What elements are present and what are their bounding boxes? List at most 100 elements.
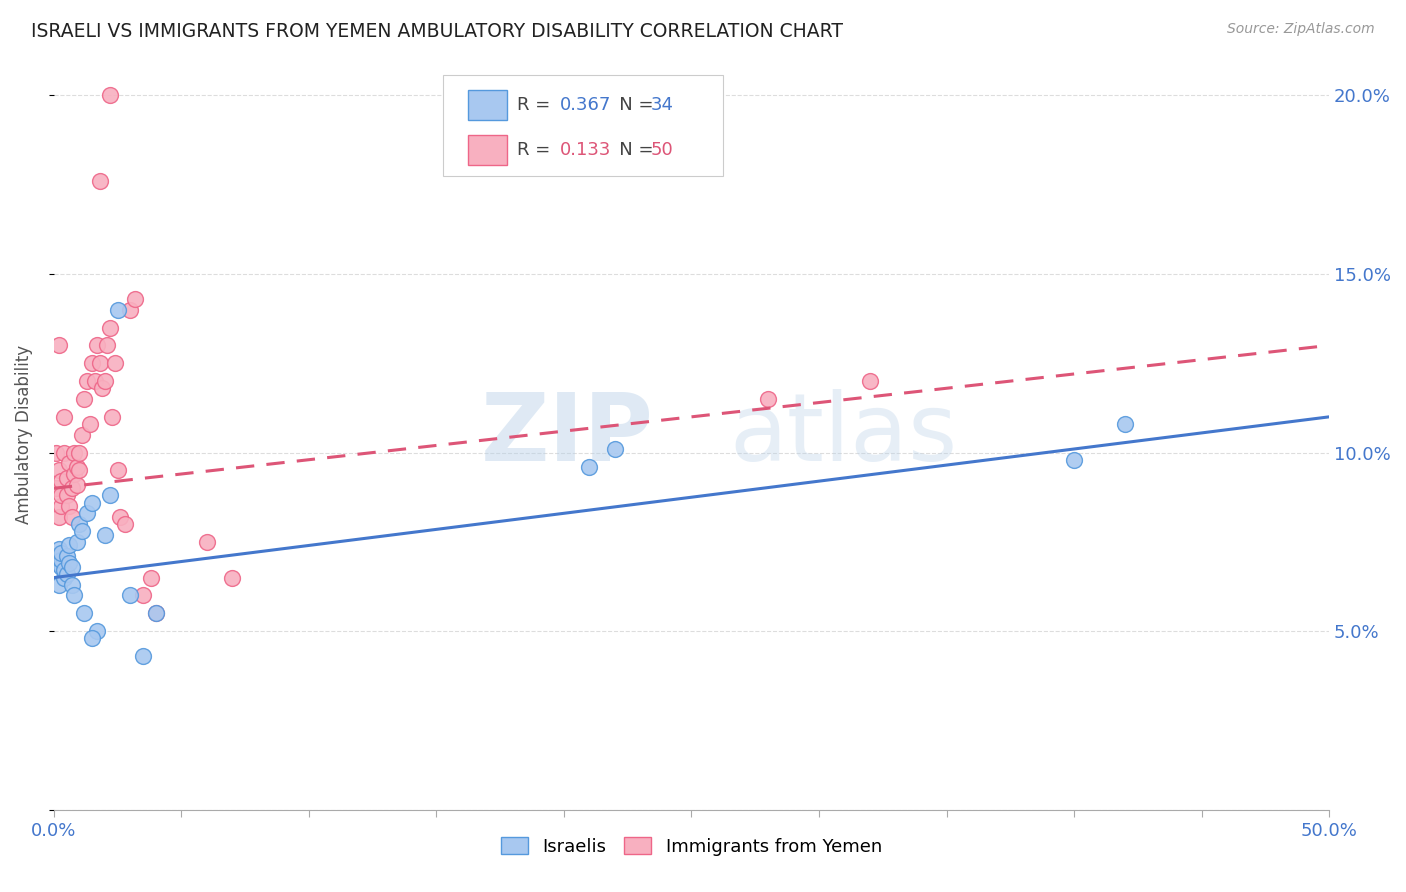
Point [101,409,124,424]
Point [48,463,70,477]
Point [120,589,142,603]
Point [89,174,111,188]
Point [60,578,83,592]
Point [53,409,76,424]
Point [66,477,89,491]
Point [94,374,117,388]
Point [51,545,73,559]
Point [195,534,218,549]
Point [83,374,105,388]
Point [221,571,243,585]
Text: R =: R = [517,95,561,113]
Point [76,374,98,388]
Text: 0.367: 0.367 [560,95,612,113]
Point [45,481,67,495]
Point [51,560,73,574]
Point [58,499,80,513]
Text: N =: N = [602,95,659,113]
Point [145,607,167,621]
Point [63,589,86,603]
Point [86,338,108,352]
Point [55,549,77,564]
Point [1063,452,1085,467]
Point [63,467,86,481]
Point [66,459,89,474]
Point [79,417,101,431]
Point [107,302,129,317]
Text: 0.133: 0.133 [560,141,612,159]
Text: N =: N = [602,141,659,159]
Point [94,527,117,541]
Point [756,392,779,406]
Y-axis label: Ambulatory Disability: Ambulatory Disability [15,345,32,524]
Point [603,442,626,456]
Point [60,481,83,495]
Point [53,571,76,585]
Point [45,445,67,459]
Point [55,470,77,484]
Text: R =: R = [517,141,561,159]
Point [58,456,80,470]
Point [132,649,155,664]
Point [70,524,93,538]
Text: 34: 34 [651,95,673,113]
Point [55,488,77,502]
FancyBboxPatch shape [468,135,506,165]
Point [48,541,70,556]
Point [132,589,155,603]
Point [76,506,98,520]
Point [98,320,121,334]
Legend: Israelis, Immigrants from Yemen: Israelis, Immigrants from Yemen [492,828,891,864]
Point [73,607,96,621]
Point [58,538,80,552]
Point [53,445,76,459]
Point [53,564,76,578]
Point [80,632,103,646]
Point [86,624,108,639]
Point [108,509,131,524]
Point [70,427,93,442]
FancyBboxPatch shape [443,75,723,176]
Text: ZIP: ZIP [481,389,654,481]
Point [58,557,80,571]
Point [578,459,600,474]
Point [51,488,73,502]
Text: Source: ZipAtlas.com: Source: ZipAtlas.com [1227,22,1375,37]
Point [66,534,89,549]
Point [1114,417,1136,431]
Point [139,571,162,585]
Point [48,509,70,524]
Point [48,338,70,352]
Point [51,553,73,567]
Point [104,356,127,370]
Point [120,302,142,317]
Point [124,292,146,306]
Point [67,445,90,459]
Point [80,356,103,370]
FancyBboxPatch shape [468,89,506,120]
Point [60,560,83,574]
Point [114,516,136,531]
Point [80,495,103,509]
Point [98,88,121,103]
Point [67,463,90,477]
Point [859,374,882,388]
Text: atlas: atlas [730,389,957,481]
Point [45,549,67,564]
Point [51,499,73,513]
Point [45,557,67,571]
Point [98,488,121,502]
Point [67,516,90,531]
Point [107,463,129,477]
Point [73,392,96,406]
Point [96,338,118,352]
Text: 50: 50 [651,141,673,159]
Point [89,356,111,370]
Point [51,474,73,488]
Point [48,578,70,592]
Point [55,567,77,582]
Text: ISRAELI VS IMMIGRANTS FROM YEMEN AMBULATORY DISABILITY CORRELATION CHART: ISRAELI VS IMMIGRANTS FROM YEMEN AMBULAT… [31,22,844,41]
Point [63,445,86,459]
Point [60,509,83,524]
Point [91,381,114,395]
